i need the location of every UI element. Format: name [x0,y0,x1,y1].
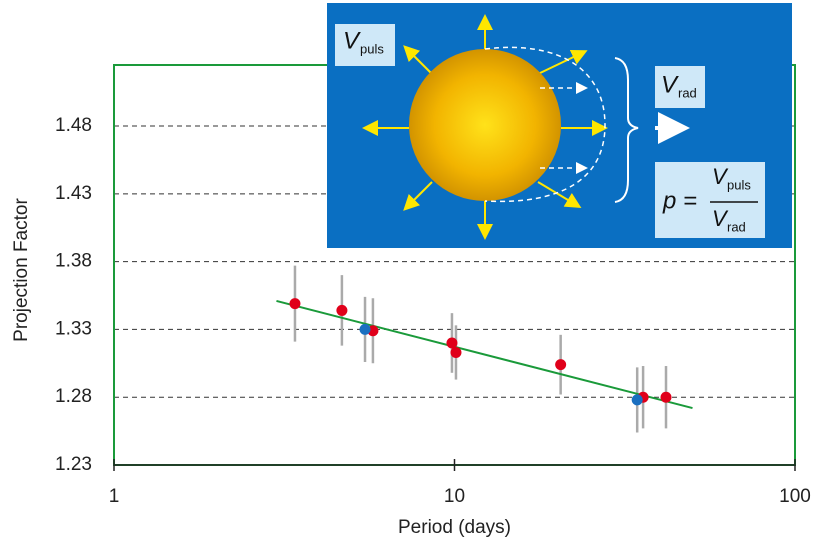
point [660,391,672,403]
point [289,298,301,310]
symbol: V [712,206,729,231]
subscript: rad [678,85,697,100]
subscript: puls [727,177,751,192]
star [409,49,561,201]
formula-lhs: p = [662,187,697,214]
y-tick-label: 1.23 [55,454,92,475]
y-tick-label: 1.48 [55,115,92,136]
point [450,346,462,358]
x-tick-label: 1 [109,486,120,507]
x-axis-label: Period (days) [398,517,511,538]
symbol: V [661,71,679,98]
brace [614,57,639,203]
subscript: rad [727,219,746,234]
y-tick-label: 1.43 [55,183,92,204]
label-box [655,66,705,108]
point [336,304,348,316]
inset: V puls V rad p = V puls V rad [327,3,792,248]
radial-arrows [362,14,608,240]
projection-arrows [540,82,588,174]
y-tick-label: 1.28 [55,386,92,407]
x-tick-label: 100 [779,486,811,507]
fit-line [276,299,693,410]
point [446,337,458,349]
y-axis-label: Projection Factor [11,198,32,342]
y-tick-label: 1.38 [55,251,92,272]
point [555,359,567,371]
x-tick-label: 10 [444,486,465,507]
point [359,323,371,335]
subscript: puls [360,41,384,56]
y-tick-label: 1.33 [55,318,92,339]
dashed-arc [484,46,606,203]
point [631,394,643,406]
symbol: V [712,164,729,189]
label-box [335,24,395,66]
symbol: V [343,27,361,54]
formula-box [655,162,765,238]
